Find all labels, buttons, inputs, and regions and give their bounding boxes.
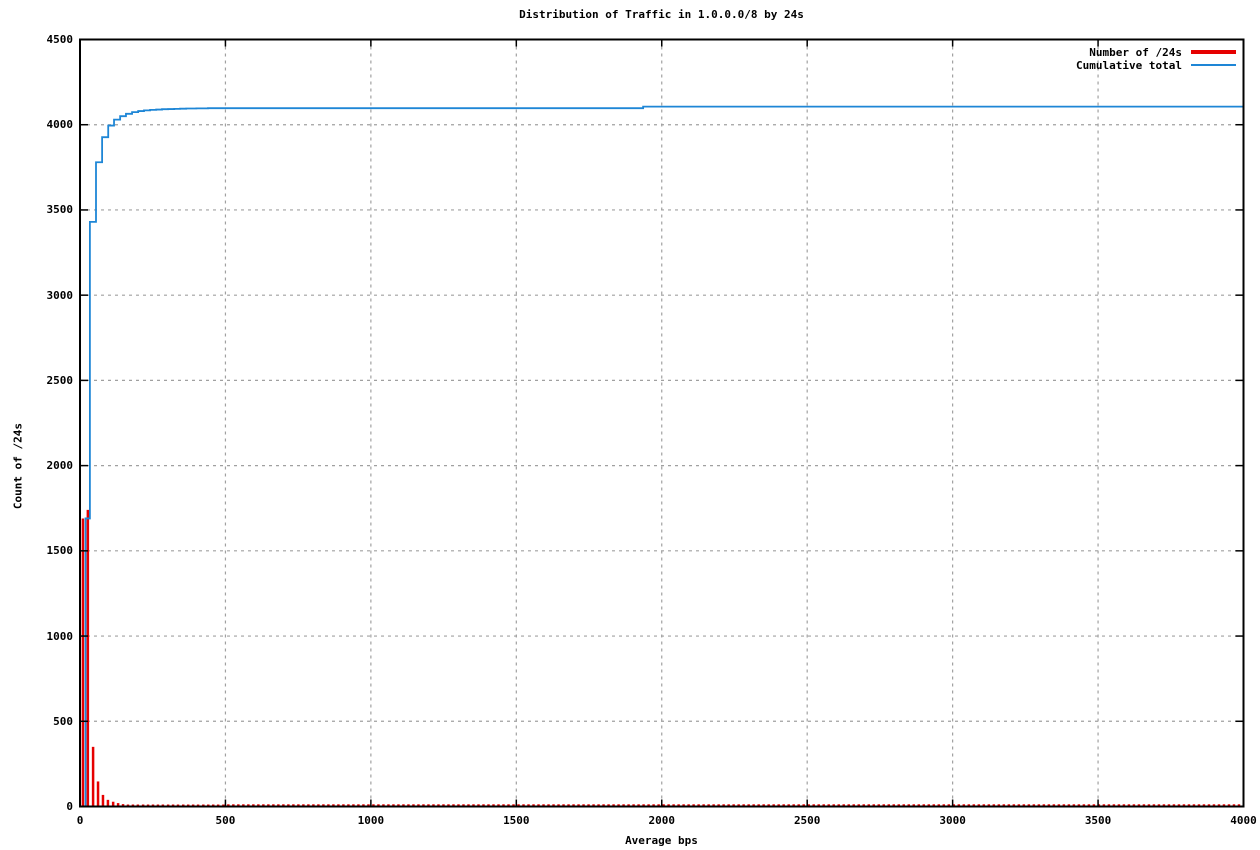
y-tick-label: 4500 [46, 33, 74, 46]
y-tick-label: 2500 [46, 373, 74, 387]
legend-row-cumulative-total: Cumulative total [1076, 58, 1236, 72]
y-tick-label: 4000 [46, 118, 74, 132]
x-tick-label: 3500 [1084, 814, 1112, 827]
x-tick-label: 0 [76, 814, 84, 827]
y-tick-label: 0 [66, 800, 73, 813]
x-tick-label: 2500 [793, 814, 821, 827]
y-tick-label: 2000 [46, 459, 74, 473]
x-tick-label: 1500 [503, 814, 530, 827]
legend-sample-blue-line-icon [1191, 64, 1236, 66]
y-tick-label: 3500 [46, 203, 74, 217]
x-axis-label: Average bps [625, 834, 698, 847]
y-tick-label: 1000 [46, 629, 74, 643]
x-tick-label: 2000 [648, 814, 676, 827]
y-tick-label: 1500 [46, 544, 74, 558]
cumulative-line [84, 105, 1244, 807]
legend: Number of /24s Cumulative total [1076, 45, 1236, 72]
y-tick-label: 3000 [46, 288, 74, 302]
legend-sample-red-line-icon [1191, 50, 1236, 54]
legend-label-cumulative-total: Cumulative total [1076, 58, 1182, 72]
x-tick-label: 500 [215, 814, 236, 827]
x-tick-label: 1000 [357, 814, 385, 827]
chart-title: Distribution of Traffic in 1.0.0.0/8 by … [519, 8, 804, 21]
x-tick-label: 3000 [939, 814, 966, 827]
legend-row-number-of-24s: Number of /24s [1076, 45, 1236, 59]
legend-label-number-of-24s: Number of /24s [1089, 45, 1182, 59]
y-tick-label: 500 [53, 714, 73, 728]
x-tick-label: 4000 [1230, 814, 1257, 827]
